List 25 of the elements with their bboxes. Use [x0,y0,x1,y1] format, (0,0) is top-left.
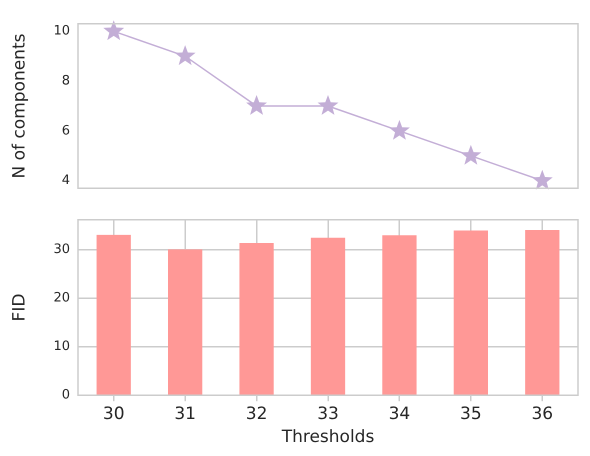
y-tick-label: 10 [53,24,70,39]
y-axis-title: N of components [10,33,30,178]
x-tick-label: 34 [388,404,410,424]
point [460,144,482,165]
y-tick-label: 30 [53,242,70,258]
y-axis-title: FID [10,294,30,322]
x-tick-label: 36 [531,404,554,424]
x-tick-label: 35 [460,404,482,424]
x-tick-label: 32 [246,404,268,424]
point [174,45,196,66]
x-tick-label: 31 [174,404,196,424]
point [103,20,124,40]
y-tick-label: 0 [62,388,70,403]
x-tick-label: 33 [317,404,339,424]
point [388,120,410,140]
x-tick-label: 30 [102,404,125,424]
point [532,170,553,190]
y-tick-label: 4 [62,173,70,188]
y-tick-label: 6 [62,123,70,138]
y-tick-label: 20 [53,290,70,306]
x-axis-title: Thresholds [280,427,374,448]
y-tick-label: 10 [53,339,70,354]
point [246,95,268,115]
point [318,95,338,115]
y-tick-label: 8 [62,73,70,88]
